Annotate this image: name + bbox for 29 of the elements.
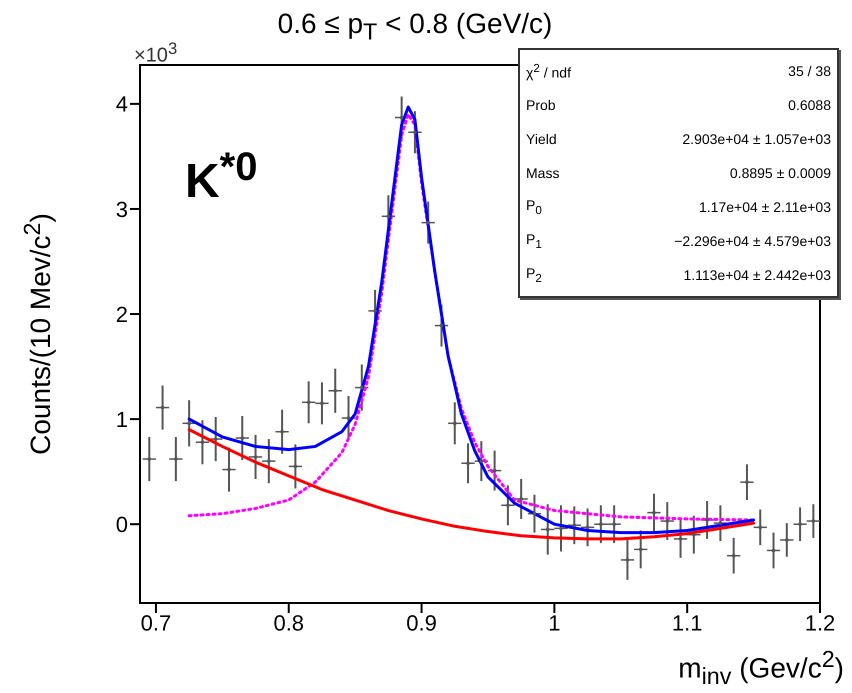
- chart-title: 0.6 ≤ p$_{T}$ < 0.8 (GeV/c): [278, 8, 552, 45]
- annotation: Prob: [526, 97, 556, 113]
- annotation: 35 / 38: [788, 63, 831, 79]
- x-tick-label: 1.1: [672, 610, 702, 636]
- annotation: ×10$^{3}$: [134, 39, 178, 68]
- y-tick-label: 3: [116, 196, 128, 222]
- x-tick-label: 1: [548, 610, 560, 636]
- annotation: 1.113e+04 ± 2.442e+03: [683, 267, 831, 283]
- x-tick-label: 0.9: [406, 610, 437, 636]
- annotation: −2.296e+04 ± 4.579e+03: [674, 233, 831, 249]
- y-tick-label: 1: [116, 406, 128, 432]
- y-tick-label: 0: [116, 512, 128, 537]
- x-axis-title: m$_{inv}$ (Gev/c$^{2}$): [678, 646, 844, 690]
- annotation: 1.17e+04 ± 2.11e+03: [699, 199, 831, 215]
- x-tick-label: 0.8: [273, 610, 304, 636]
- x-tick-label: 0.7: [140, 610, 172, 636]
- annotation: P$_{0}$: [526, 197, 542, 217]
- annotation: χ$^{2}$ / ndf: [526, 62, 571, 80]
- y-tick-label: 4: [116, 92, 128, 117]
- annotation: P$_{1}$: [526, 231, 542, 251]
- annotation: 2.903e+04 ± 1.057e+03: [682, 131, 831, 147]
- y-tick-label: 2: [116, 302, 128, 327]
- annotation: P$_{2}$: [526, 265, 542, 285]
- annotation: 0.8895 ± 0.0009: [730, 165, 831, 181]
- annotation: Yield: [526, 131, 557, 147]
- annotation: 0.6088: [788, 97, 831, 113]
- annotation: K$^{*0}$: [185, 145, 258, 209]
- annotation: Mass: [526, 165, 560, 181]
- x-tick-label: 1.2: [804, 610, 836, 636]
